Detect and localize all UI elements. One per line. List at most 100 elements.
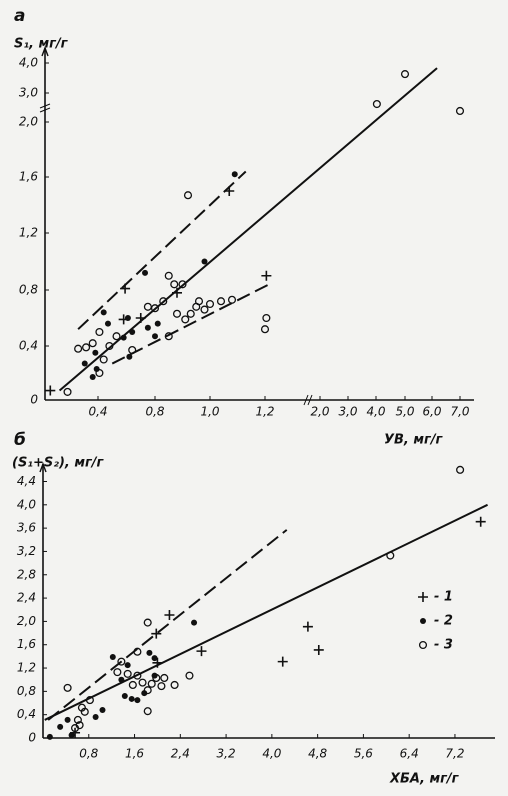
- circle-marker: [77, 703, 86, 712]
- dot-marker: [118, 676, 125, 683]
- x-tick-label: 1,6: [125, 747, 144, 761]
- legend-marker: [418, 592, 428, 602]
- dot-marker: [191, 619, 198, 626]
- circle-marker: [159, 297, 168, 306]
- plus-marker: [277, 656, 288, 667]
- circle-marker: [200, 305, 209, 314]
- fit-line: [111, 283, 270, 365]
- y-tick-label: 2,8: [17, 567, 36, 581]
- circle-marker: [160, 673, 169, 683]
- dot-marker: [124, 662, 131, 669]
- plus-marker: [196, 646, 207, 657]
- circle-marker: [147, 679, 156, 688]
- x-tick-label: 6,4: [400, 747, 419, 761]
- y-tick-label: 4,4: [17, 474, 36, 488]
- dot-marker: [89, 374, 96, 381]
- axis-break: [303, 394, 313, 406]
- circle-marker: [260, 325, 270, 334]
- circle-marker: [216, 297, 226, 306]
- x-tick-label: 7,2: [445, 747, 464, 761]
- x-tick-label: 5,0: [395, 405, 414, 419]
- circle-marker: [113, 668, 122, 677]
- circle-marker: [185, 671, 194, 680]
- plus-marker: [172, 287, 182, 298]
- circle-marker: [186, 309, 195, 318]
- y-tick-label: 0,8: [17, 684, 36, 698]
- circle-marker: [150, 304, 160, 313]
- fit-line: [44, 503, 488, 721]
- circle-marker: [262, 313, 271, 323]
- circle-marker: [73, 715, 82, 724]
- circle-marker: [105, 341, 114, 351]
- dot-marker: [109, 653, 116, 660]
- x-tick-label: 0,8: [145, 405, 164, 419]
- dot-marker: [201, 258, 208, 265]
- circle-marker: [70, 724, 80, 733]
- circle-marker: [164, 332, 173, 341]
- plus-marker: [120, 283, 131, 294]
- fit-line: [47, 529, 288, 721]
- legend-label: - 1: [434, 590, 453, 605]
- y-tick-label: 1,6: [19, 170, 38, 184]
- circle-marker: [112, 332, 121, 341]
- y-tick-label: 0: [30, 393, 38, 407]
- circle-marker: [128, 680, 137, 689]
- x-axis-label: УВ, мг/г: [384, 433, 444, 448]
- legend-marker: [418, 640, 428, 650]
- axis-break: [39, 103, 51, 113]
- fit-line: [58, 67, 438, 392]
- circle-marker: [178, 280, 187, 289]
- dot-marker: [141, 690, 148, 697]
- plus-marker: [152, 657, 163, 668]
- circle-marker: [183, 191, 193, 200]
- plus-marker: [135, 313, 146, 323]
- x-tick-label: 1,2: [255, 405, 274, 419]
- circle-marker: [181, 315, 190, 324]
- dot-marker: [93, 365, 100, 372]
- dot-marker: [128, 695, 135, 702]
- y-tick-label: 2,0: [19, 115, 38, 129]
- circle-marker: [63, 683, 72, 692]
- circle-marker: [63, 387, 72, 396]
- circle-marker: [456, 465, 465, 474]
- circle-marker: [95, 327, 104, 337]
- plus-marker: [224, 186, 235, 196]
- circle-marker: [133, 647, 142, 656]
- circle-marker: [170, 280, 179, 289]
- circle-marker: [82, 343, 91, 352]
- dot-marker: [57, 723, 64, 730]
- dot-marker: [134, 697, 141, 704]
- dot-marker: [92, 714, 99, 721]
- y-tick-label: 0,4: [17, 707, 36, 721]
- x-tick-label: 6,0: [422, 405, 441, 419]
- dot-marker: [126, 353, 133, 360]
- circle-marker: [164, 271, 173, 280]
- dot-marker: [142, 269, 149, 276]
- dot-marker: [81, 360, 88, 367]
- y-tick-label: 3,0: [19, 86, 38, 100]
- y-tick-label: 4,0: [19, 56, 38, 70]
- fit-line: [77, 170, 247, 330]
- dot-marker: [146, 649, 153, 656]
- legend-marker: [420, 618, 426, 624]
- circle-marker: [386, 551, 395, 560]
- circle-marker: [74, 344, 83, 353]
- x-axis-label: ХБА, мг/г: [389, 772, 460, 787]
- plus-marker: [313, 644, 324, 655]
- circle-marker: [123, 669, 132, 678]
- circle-marker: [372, 99, 381, 109]
- x-tick-label: 4,0: [366, 405, 385, 419]
- x-tick-label: 3,2: [217, 747, 236, 761]
- dot-marker: [46, 733, 53, 740]
- circle-marker: [455, 106, 465, 116]
- y-tick-label: 1,2: [17, 661, 36, 675]
- x-tick-label: 4,0: [262, 747, 281, 761]
- circle-marker: [143, 686, 152, 695]
- circle-marker: [194, 297, 204, 306]
- circle-marker: [152, 673, 161, 683]
- legend-label: - 2: [434, 614, 453, 629]
- dot-marker: [152, 333, 158, 340]
- plus-marker: [302, 621, 313, 632]
- x-tick-label: 7,0: [450, 405, 469, 419]
- x-tick-label: 0,8: [79, 747, 98, 761]
